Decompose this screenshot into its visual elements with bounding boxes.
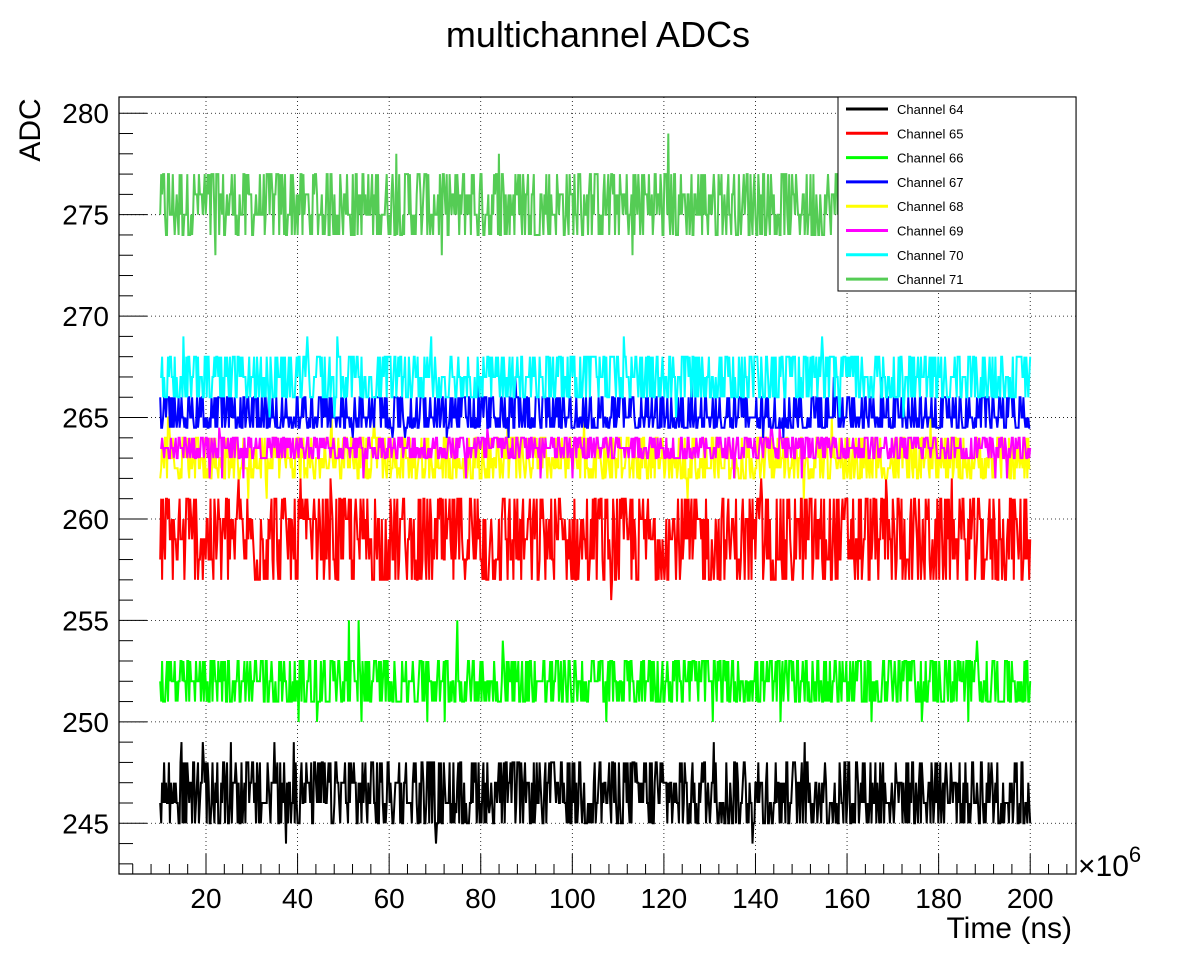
x-axis-label: Time (ns) <box>946 912 1072 945</box>
x-tick-label: 20 <box>190 883 221 914</box>
y-tick-label: 245 <box>62 808 109 839</box>
y-tick-label: 255 <box>62 605 109 636</box>
series-line-channel-67 <box>159 376 1031 438</box>
x-tick-label: 140 <box>732 883 779 914</box>
legend-label: Channel 65 <box>897 126 964 141</box>
axis-ticks: 20 40 60 80 100 120 140 160 180 200 245 250 255 260 26… <box>62 98 1068 914</box>
series-line-channel-68 <box>159 416 1031 499</box>
y-tick-label: 265 <box>62 403 109 434</box>
x-tick-label: 60 <box>374 883 405 914</box>
legend-label: Channel 71 <box>897 272 964 287</box>
y-tick-label: 260 <box>62 504 109 535</box>
grid-lines <box>119 97 1076 874</box>
y-tick-label: 280 <box>62 98 109 129</box>
legend-label: Channel 64 <box>897 102 964 117</box>
x-tick-label: 200 <box>1007 883 1054 914</box>
y-axis-label: ADC <box>14 98 47 161</box>
x-tick-label: 100 <box>549 883 596 914</box>
y-tick-label: 250 <box>62 707 109 738</box>
series-line-channel-64 <box>159 742 1032 844</box>
legend-box <box>837 96 1077 292</box>
x-exponent-base: ×10 <box>1078 850 1129 883</box>
x-exponent: ×106 <box>1078 842 1141 883</box>
legend-label: Channel 68 <box>897 199 964 214</box>
legend: Channel 64 Channel 65 Channel 66 Channel 67… <box>837 96 1077 292</box>
x-tick-label: 120 <box>641 883 688 914</box>
y-tick-label: 275 <box>62 200 109 231</box>
chart-title: multichannel ADCs <box>446 14 750 55</box>
y-tick-label: 270 <box>62 301 109 332</box>
legend-label: Channel 66 <box>897 151 964 166</box>
legend-label: Channel 70 <box>897 248 964 263</box>
series-line-channel-70 <box>160 336 1032 418</box>
series-line-channel-65 <box>159 478 1032 601</box>
x-tick-label: 160 <box>824 883 871 914</box>
x-tick-label: 40 <box>282 883 313 914</box>
x-tick-label: 180 <box>915 883 962 914</box>
legend-label: Channel 69 <box>897 224 964 239</box>
x-exponent-power: 6 <box>1129 842 1141 867</box>
x-tick-label: 80 <box>465 883 496 914</box>
series-line-channel-66 <box>159 620 1032 722</box>
legend-label: Channel 67 <box>897 175 964 190</box>
series-line-channel-69 <box>160 426 1032 479</box>
plot-frame <box>118 96 1077 875</box>
